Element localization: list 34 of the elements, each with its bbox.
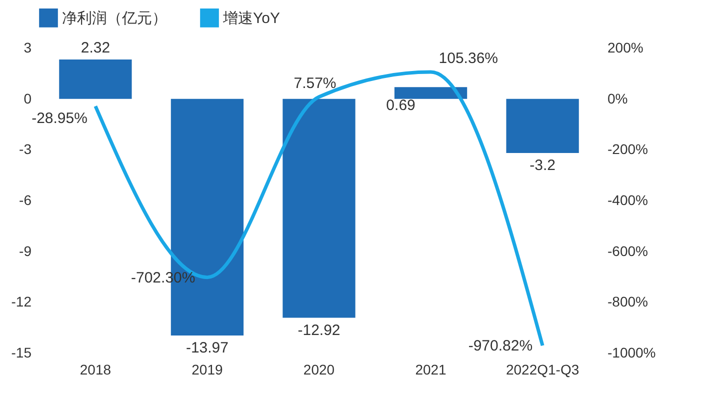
bar — [59, 60, 132, 99]
y2-tick-label: -200% — [608, 141, 648, 158]
data-label: 7.57% — [294, 74, 336, 92]
data-label: -13.97 — [186, 340, 228, 357]
x-tick-label: 2021 — [415, 362, 447, 378]
y2-tick-label: 0% — [608, 90, 628, 106]
bar — [506, 98, 579, 154]
data-label: 2.32 — [80, 40, 110, 57]
data-label: -12.92 — [298, 322, 340, 339]
data-label: 0.69 — [386, 97, 416, 114]
data-label: -3.2 — [530, 157, 556, 174]
y-tick-label: 0 — [24, 90, 32, 106]
data-label: -28.95% — [32, 110, 88, 128]
data-label: -970.82% — [468, 338, 533, 355]
y-tick-label: -9 — [19, 242, 32, 259]
x-tick-label: 2019 — [192, 362, 224, 378]
y2-tick-label: -400% — [608, 192, 648, 208]
legend-label: 增速YoY — [222, 10, 280, 27]
bar — [282, 98, 356, 318]
y-tick-label: -3 — [19, 141, 32, 158]
legend-label: 净利润（亿元） — [62, 10, 167, 27]
x-tick-label: 2020 — [303, 362, 335, 378]
y2-tick-label: 200% — [608, 40, 644, 56]
y2-tick-label: -1000% — [608, 344, 656, 360]
y-tick-label: -12 — [11, 294, 32, 310]
y-tick-label: -6 — [19, 192, 32, 208]
y-tick-label: 3 — [24, 40, 32, 56]
y2-tick-label: -800% — [608, 294, 648, 310]
x-tick-label: 2022Q1-Q3 — [506, 362, 580, 378]
bar — [394, 87, 468, 99]
x-tick-label: 2018 — [80, 362, 112, 378]
data-label: 105.36% — [438, 50, 498, 68]
y2-tick-label: -600% — [608, 242, 648, 259]
y-tick-label: -15 — [11, 344, 32, 360]
